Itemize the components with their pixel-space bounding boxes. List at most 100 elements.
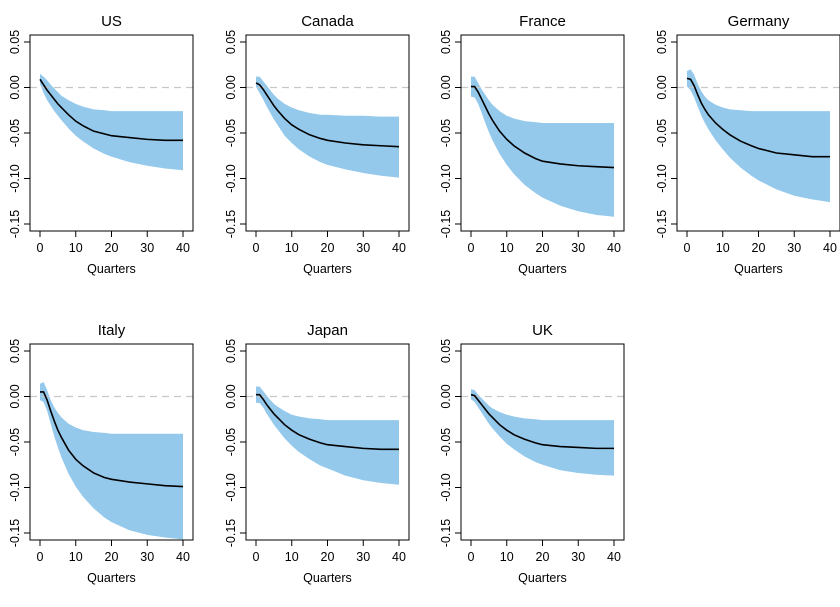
y-tick-label: -0.15 <box>224 210 238 239</box>
panel-title: Italy <box>98 322 126 339</box>
x-tick-label: 0 <box>684 241 691 255</box>
y-tick-label: 0.00 <box>224 75 238 99</box>
x-tick-label: 30 <box>356 241 370 255</box>
x-tick-label: 10 <box>500 241 514 255</box>
y-tick-label: 0.05 <box>655 30 669 54</box>
y-tick-label: 0.05 <box>8 339 22 363</box>
x-tick-label: 10 <box>500 550 514 564</box>
x-tick-label: 0 <box>37 241 44 255</box>
panel-italy: Italy 0 10 20 30 40 Quarters -0.15 -0.10 -0.05 0.0… <box>8 322 194 585</box>
panel-uk: UK 0 10 20 30 40 Quarters -0.15 -0.10 -0.05 0.00 0.… <box>439 322 625 585</box>
panel-title: Japan <box>307 322 348 339</box>
confidence-band <box>40 73 183 171</box>
x-tick-label: 30 <box>571 241 585 255</box>
y-tick-label: -0.05 <box>8 119 22 148</box>
x-tick-label: 30 <box>356 550 370 564</box>
confidence-band <box>687 69 830 203</box>
x-tick-label: 0 <box>37 550 44 564</box>
y-tick-label: -0.05 <box>8 428 22 457</box>
y-tick-label: -0.05 <box>439 119 453 148</box>
panel-us: US 0 10 20 30 40 Quarters -0.15 -0.10 -0.05 0.00 0.… <box>8 13 194 276</box>
median-line <box>686 77 830 158</box>
panel-france: France 0 10 20 30 40 Quarters -0.15 -0.10 -0.05 0.… <box>439 13 625 276</box>
panel-title: Canada <box>301 13 354 30</box>
x-axis-label: Quarters <box>87 262 136 276</box>
median-line <box>40 391 184 488</box>
x-axis-label: Quarters <box>518 571 567 585</box>
x-tick-label: 10 <box>69 241 83 255</box>
x-axis-label: Quarters <box>87 571 136 585</box>
y-tick-label: -0.15 <box>655 210 669 239</box>
x-tick-label: 30 <box>140 550 154 564</box>
y-tick-label: -0.05 <box>439 428 453 457</box>
y-tick-label: 0.00 <box>8 75 22 99</box>
y-tick-label: -0.10 <box>655 164 669 193</box>
confidence-band <box>256 76 399 178</box>
median-line <box>256 393 399 451</box>
y-tick-label: -0.15 <box>439 210 453 239</box>
x-tick-label: 40 <box>176 241 190 255</box>
y-tick-label: -0.10 <box>224 164 238 193</box>
x-tick-label: 40 <box>607 241 621 255</box>
x-tick-label: 20 <box>536 550 550 564</box>
y-tick-label: 0.05 <box>8 30 22 54</box>
panel-title: US <box>101 13 122 30</box>
y-tick-label: -0.05 <box>224 428 238 457</box>
confidence-band <box>471 389 614 476</box>
panel-title: Germany <box>728 13 790 30</box>
y-tick-label: 0.05 <box>439 30 453 54</box>
confidence-band <box>256 386 399 485</box>
x-tick-label: 40 <box>607 550 621 564</box>
panel-canada: Canada 0 10 20 30 40 Quarters -0.15 -0.10 -0.05 0.… <box>224 13 410 276</box>
x-tick-label: 10 <box>285 550 299 564</box>
x-tick-label: 20 <box>321 550 335 564</box>
x-tick-label: 20 <box>105 550 119 564</box>
y-tick-label: 0.00 <box>224 384 238 408</box>
y-tick-label: 0.00 <box>655 75 669 99</box>
x-tick-label: 20 <box>536 241 550 255</box>
x-axis-label: Quarters <box>734 262 783 276</box>
y-tick-label: -0.15 <box>224 519 238 548</box>
y-tick-label: 0.05 <box>439 339 453 363</box>
median-line <box>255 82 400 148</box>
x-tick-label: 0 <box>468 241 475 255</box>
x-tick-label: 20 <box>321 241 335 255</box>
x-tick-label: 20 <box>105 241 119 255</box>
x-axis-label: Quarters <box>303 571 352 585</box>
x-tick-label: 10 <box>69 550 83 564</box>
y-tick-label: -0.05 <box>224 119 238 148</box>
median-line <box>471 85 615 169</box>
x-tick-label: 20 <box>752 241 766 255</box>
y-tick-label: -0.15 <box>8 519 22 548</box>
panel-japan: Japan 0 10 20 30 40 Quarters -0.15 -0.10 -0.05 0.0… <box>224 322 410 585</box>
median-line <box>470 393 614 450</box>
x-tick-label: 10 <box>716 241 730 255</box>
y-tick-label: -0.10 <box>224 473 238 502</box>
x-axis-label: Quarters <box>518 262 567 276</box>
confidence-band <box>40 381 183 540</box>
panel-title: France <box>519 13 566 30</box>
x-tick-label: 40 <box>176 550 190 564</box>
y-tick-label: -0.05 <box>655 119 669 148</box>
y-tick-label: -0.10 <box>439 164 453 193</box>
x-tick-label: 30 <box>571 550 585 564</box>
panel-title: UK <box>532 322 553 339</box>
x-tick-label: 0 <box>468 550 475 564</box>
y-tick-label: 0.00 <box>8 384 22 408</box>
confidence-band <box>471 76 614 217</box>
x-tick-label: 40 <box>823 241 837 255</box>
x-tick-label: 30 <box>787 241 801 255</box>
x-tick-label: 40 <box>392 550 406 564</box>
x-tick-label: 0 <box>253 241 260 255</box>
y-tick-label: 0.00 <box>439 384 453 408</box>
y-tick-label: -0.10 <box>8 473 22 502</box>
x-tick-label: 30 <box>140 241 154 255</box>
y-tick-label: -0.15 <box>8 210 22 239</box>
median-line <box>39 78 183 142</box>
y-tick-label: 0.05 <box>224 339 238 363</box>
y-tick-label: -0.15 <box>439 519 453 548</box>
x-tick-label: 10 <box>285 241 299 255</box>
x-tick-label: 40 <box>392 241 406 255</box>
